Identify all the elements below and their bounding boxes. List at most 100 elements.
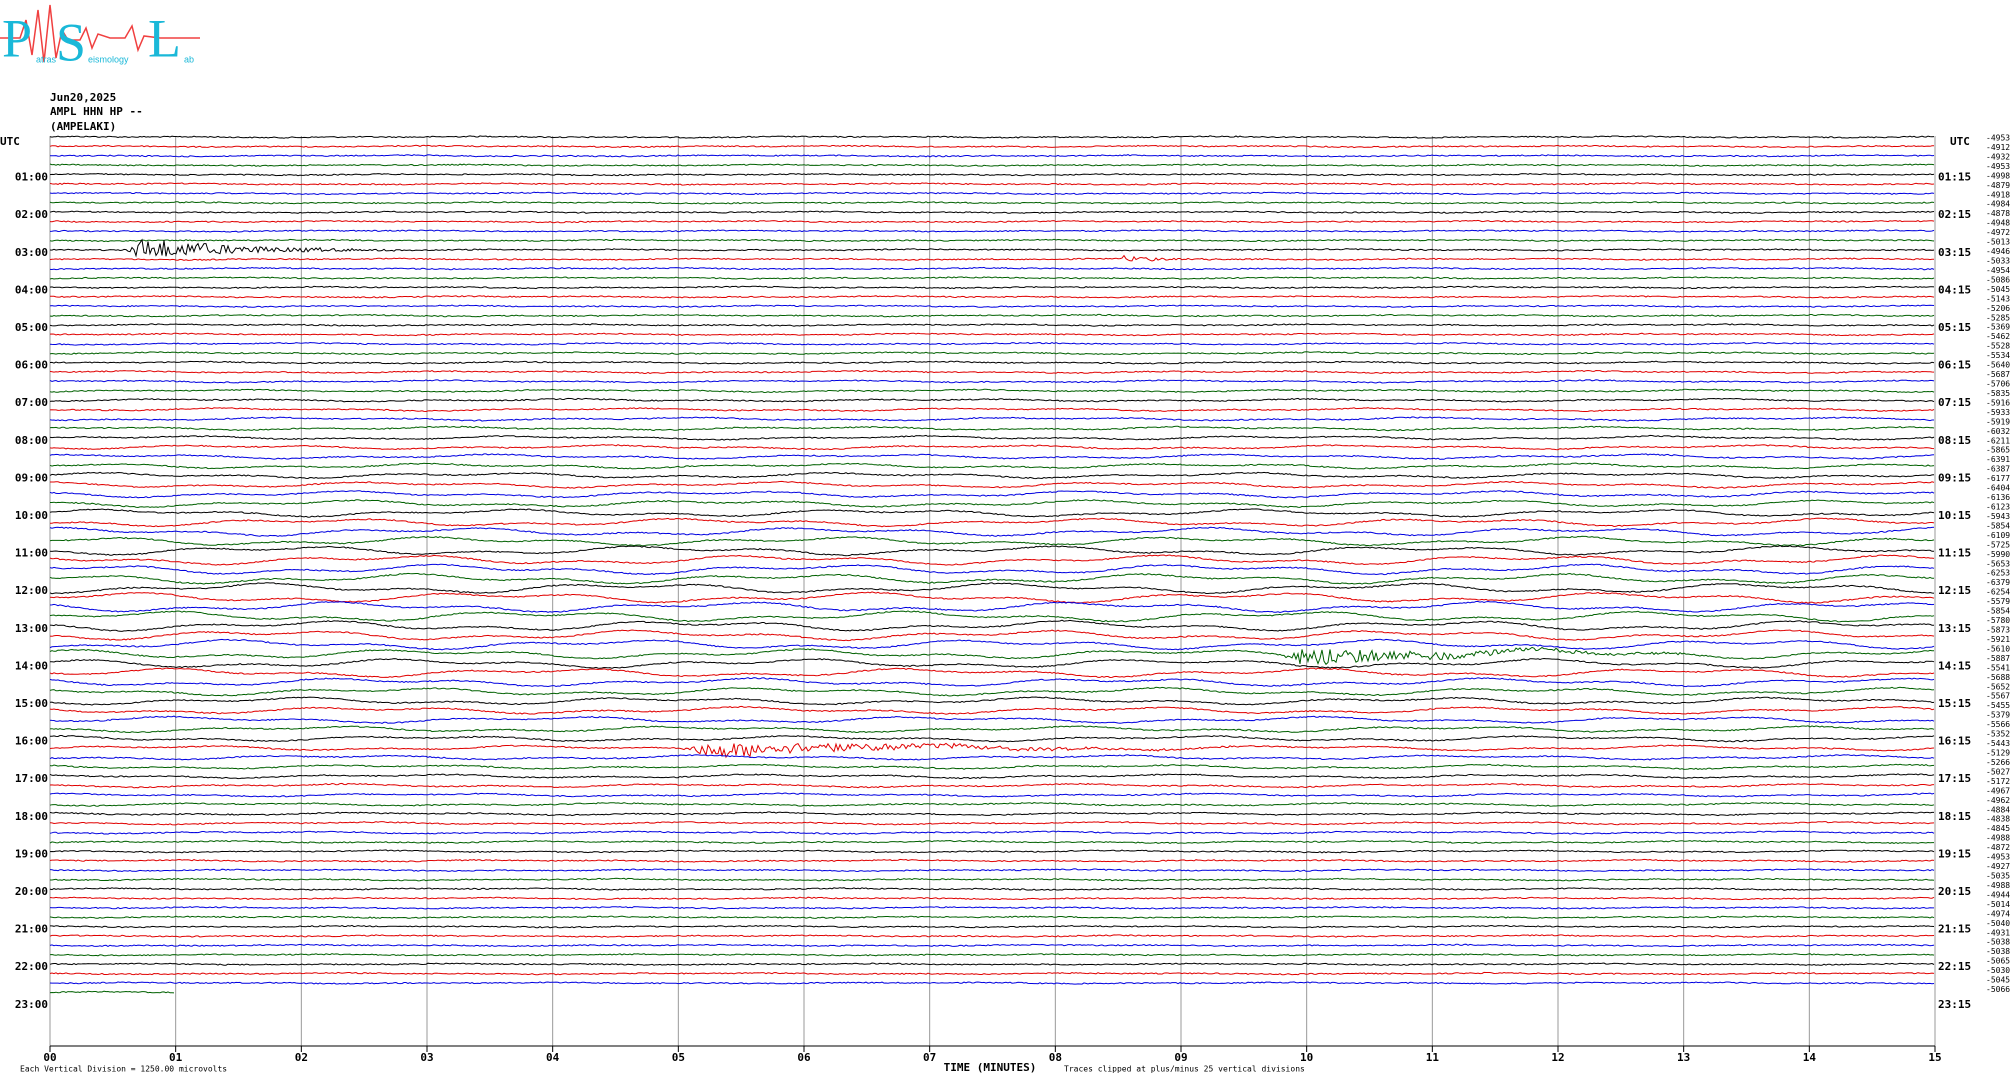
trace-offset: -6123	[1986, 503, 2010, 512]
trace	[49, 144, 1934, 149]
trace-offset: -5462	[1986, 332, 2010, 341]
left-hour-label: 07:00	[15, 396, 48, 409]
trace	[49, 490, 1935, 499]
trace	[49, 407, 1935, 413]
trace-offset: -6404	[1986, 484, 2010, 493]
trace-offset: -4872	[1986, 843, 2010, 852]
trace-offset: -5854	[1986, 521, 2010, 530]
x-tick-label: 10	[1300, 1051, 1313, 1064]
trace	[49, 677, 1935, 688]
trace	[49, 582, 1935, 595]
trace	[49, 953, 1935, 957]
trace-offset: -4962	[1986, 796, 2010, 805]
trace-offset: -4954	[1986, 266, 2010, 275]
trace-offset: -5030	[1986, 966, 2010, 975]
x-tick-label: 09	[1174, 1051, 1187, 1064]
x-tick-label: 11	[1426, 1051, 1440, 1064]
trace	[49, 943, 1935, 948]
trace	[49, 705, 1935, 715]
trace-offset: -5725	[1986, 540, 2010, 549]
trace	[49, 545, 1934, 557]
trace-offset: -5038	[1986, 938, 2010, 947]
trace-offset: -5014	[1986, 900, 2010, 909]
trace	[49, 360, 1935, 365]
trace-offset: -5206	[1986, 304, 2010, 313]
trace	[49, 453, 1935, 460]
left-hour-label: 18:00	[15, 810, 48, 823]
header-line: Jun20,2025	[50, 91, 116, 104]
utc-label: UTC	[1950, 135, 1970, 148]
trace	[49, 517, 1935, 528]
trace-offset: -5865	[1986, 446, 2010, 455]
trace	[49, 773, 1935, 780]
left-hour-label: 17:00	[15, 772, 48, 785]
trace-offset: -5455	[1986, 701, 2010, 710]
header-line: AMPL HHN HP --	[50, 105, 143, 118]
x-tick-label: 08	[1049, 1051, 1062, 1064]
trace-offset: -5653	[1986, 559, 2010, 568]
trace	[49, 686, 1935, 697]
trace	[49, 554, 1935, 566]
right-hour-label: 07:15	[1938, 396, 1971, 409]
trace-offset: -5266	[1986, 758, 2010, 767]
x-tick-label: 02	[295, 1051, 308, 1064]
trace	[49, 657, 1935, 669]
trace	[49, 254, 1934, 262]
trace	[49, 638, 1935, 651]
trace-offset: -5172	[1986, 777, 2010, 786]
trace-offset: -4948	[1986, 219, 2010, 228]
trace-offset: -5528	[1986, 342, 2010, 351]
x-tick-label: 06	[797, 1051, 811, 1064]
left-hour-label: 01:00	[15, 171, 48, 184]
trace	[49, 858, 1935, 863]
right-hour-label: 03:15	[1938, 246, 1971, 259]
trace	[50, 480, 1935, 489]
x-tick-label: 01	[169, 1051, 183, 1064]
trace-offset: -6136	[1986, 493, 2010, 502]
trace-offset: -5652	[1986, 682, 2010, 691]
logo-squiggle	[0, 4, 200, 63]
trace	[49, 172, 1935, 177]
trace	[49, 229, 1935, 233]
right-hour-label: 09:15	[1938, 471, 1971, 484]
trace-offset: -6254	[1986, 588, 2010, 597]
right-hour-label: 15:15	[1938, 697, 1971, 710]
trace	[49, 742, 1935, 759]
left-hour-label: 16:00	[15, 735, 48, 748]
trace	[49, 434, 1935, 441]
left-hour-label: 02:00	[15, 208, 48, 221]
trace-offset: -6032	[1986, 427, 2010, 436]
trace-offset: -5640	[1986, 361, 2010, 370]
trace	[49, 715, 1935, 724]
trace-offset: -5916	[1986, 398, 2010, 407]
right-hour-label: 04:15	[1938, 283, 1971, 296]
logo-letter: P	[2, 8, 32, 68]
trace	[49, 210, 1935, 214]
left-hour-label: 13:00	[15, 622, 48, 635]
trace-offset: -5610	[1986, 644, 2010, 653]
trace	[49, 820, 1935, 826]
right-hour-label: 13:15	[1938, 622, 1971, 635]
left-hour-label: 08:00	[15, 434, 48, 447]
trace	[49, 526, 1935, 537]
trace	[49, 591, 1935, 604]
trace	[49, 238, 1935, 243]
trace	[49, 619, 1934, 632]
trace-offset: -5038	[1986, 947, 2010, 956]
left-hour-label: 06:00	[15, 359, 48, 372]
x-tick-label: 14	[1803, 1051, 1817, 1064]
trace	[49, 341, 1935, 346]
trace-offset: -6387	[1986, 465, 2010, 474]
trace-offset: -4927	[1986, 862, 2010, 871]
trace	[49, 839, 1934, 845]
trace	[49, 600, 1935, 614]
trace	[49, 219, 1935, 224]
trace	[49, 276, 1935, 280]
trace-offset: -4878	[1986, 209, 2010, 218]
trace-offset: -5687	[1986, 370, 2010, 379]
right-hour-label: 21:15	[1938, 923, 1971, 936]
right-hour-label: 20:15	[1938, 885, 1971, 898]
left-hour-label: 19:00	[15, 847, 48, 860]
trace-offset: -6391	[1986, 455, 2010, 464]
trace	[49, 369, 1935, 375]
